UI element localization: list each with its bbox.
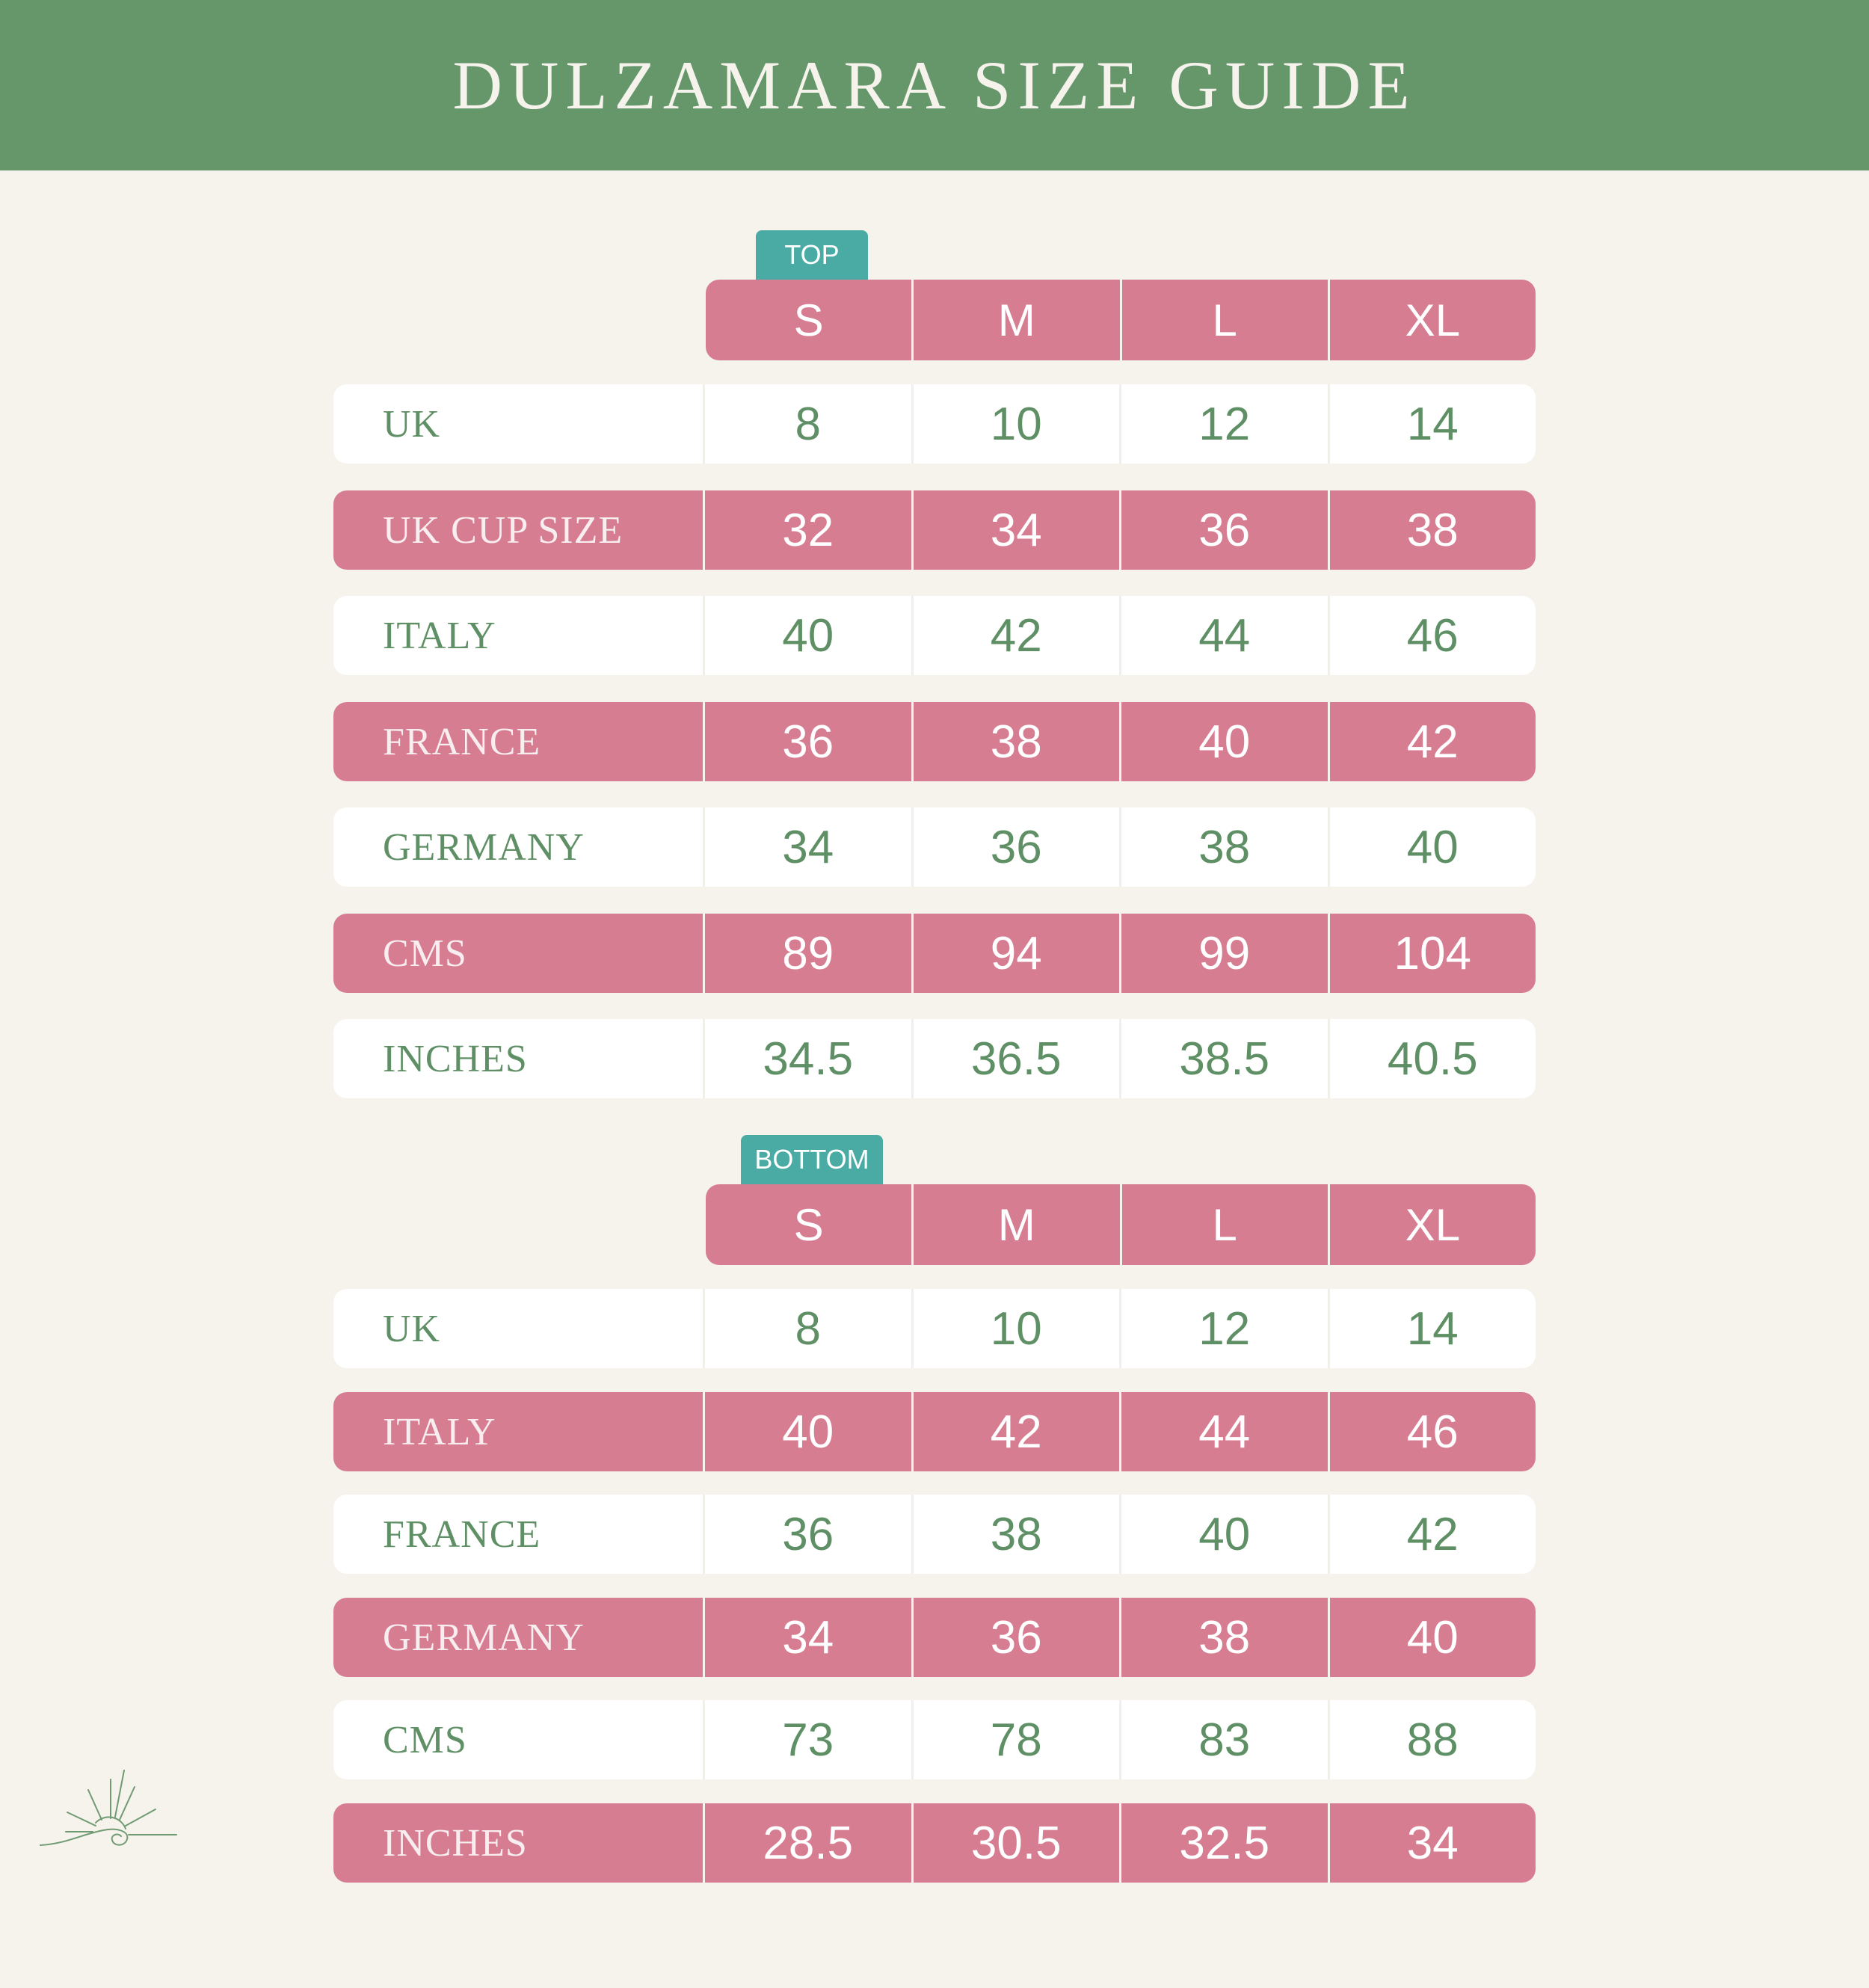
table-row: GERMANY 34 36 38 40: [333, 1598, 1536, 1677]
row-label: INCHES: [383, 1821, 528, 1865]
size-value-cell: 12: [1119, 384, 1328, 464]
row-label: UK: [383, 402, 441, 446]
size-value-cell: 34: [703, 807, 911, 887]
size-value-cell: 36: [703, 1495, 911, 1574]
size-value-cell: 14: [1327, 384, 1536, 464]
bottom-size-table: BOTTOM S M L XL UK 8 10 12 14 ITALY 40 42 44 46 FR…: [333, 1135, 1536, 1883]
size-value-cell: 99: [1119, 914, 1328, 993]
size-value-cell: 38: [1327, 490, 1536, 570]
size-value-cell: 89: [703, 914, 911, 993]
size-value-cell: 40: [1119, 1495, 1328, 1574]
size-value-cell: 34: [703, 1598, 911, 1677]
top-size-header: S M L XL: [706, 280, 1536, 360]
size-value-cell: 14: [1327, 1289, 1536, 1368]
size-value-cell: 34.5: [703, 1019, 911, 1098]
size-value-cell: 42: [1327, 1495, 1536, 1574]
size-value-cell: 34: [1327, 1803, 1536, 1883]
size-header-cell: XL: [1327, 1184, 1536, 1265]
size-value-cell: 32.5: [1119, 1803, 1328, 1883]
table-row: FRANCE 36 38 40 42: [333, 702, 1536, 781]
row-label: CMS: [383, 1718, 467, 1761]
row-label: FRANCE: [383, 1512, 541, 1556]
size-header-cell: XL: [1327, 280, 1536, 360]
size-value-cell: 38: [911, 1495, 1120, 1574]
table-row: CMS 89 94 99 104: [333, 914, 1536, 993]
size-value-cell: 83: [1119, 1700, 1328, 1779]
size-value-cell: 94: [911, 914, 1120, 993]
row-label: UK: [383, 1307, 441, 1350]
size-value-cell: 8: [703, 384, 911, 464]
size-value-cell: 78: [911, 1700, 1120, 1779]
size-value-cell: 40: [703, 596, 911, 675]
size-value-cell: 34: [911, 490, 1120, 570]
size-header-cell: M: [911, 280, 1119, 360]
size-header-cell: M: [911, 1184, 1119, 1265]
row-label: FRANCE: [383, 720, 541, 763]
size-value-cell: 38: [911, 702, 1120, 781]
size-value-cell: 8: [703, 1289, 911, 1368]
table-row: CMS 73 78 83 88: [333, 1700, 1536, 1779]
table-row: UK 8 10 12 14: [333, 384, 1536, 464]
size-value-cell: 42: [911, 1392, 1120, 1471]
row-label: UK CUP SIZE: [383, 508, 623, 552]
size-value-cell: 10: [911, 384, 1120, 464]
size-value-cell: 44: [1119, 596, 1328, 675]
size-value-cell: 46: [1327, 596, 1536, 675]
row-label: INCHES: [383, 1037, 528, 1080]
table-row: ITALY 40 42 44 46: [333, 596, 1536, 675]
size-value-cell: 104: [1327, 914, 1536, 993]
size-value-cell: 30.5: [911, 1803, 1120, 1883]
size-value-cell: 38: [1119, 807, 1328, 887]
table-row: INCHES 28.5 30.5 32.5 34: [333, 1803, 1536, 1883]
top-tag: TOP: [756, 230, 868, 280]
size-value-cell: 46: [1327, 1392, 1536, 1471]
row-label: ITALY: [383, 1410, 496, 1453]
size-value-cell: 36: [911, 1598, 1120, 1677]
title-banner: DULZAMARA SIZE GUIDE: [0, 0, 1869, 170]
size-value-cell: 12: [1119, 1289, 1328, 1368]
size-value-cell: 44: [1119, 1392, 1328, 1471]
size-value-cell: 36: [911, 807, 1120, 887]
row-label: GERMANY: [383, 1616, 585, 1659]
size-value-cell: 10: [911, 1289, 1120, 1368]
size-value-cell: 28.5: [703, 1803, 911, 1883]
size-header-cell: L: [1119, 1184, 1328, 1265]
size-header-cell: L: [1119, 280, 1328, 360]
size-value-cell: 36.5: [911, 1019, 1120, 1098]
size-value-cell: 40: [1327, 807, 1536, 887]
bottom-size-header: S M L XL: [706, 1184, 1536, 1265]
size-value-cell: 38.5: [1119, 1019, 1328, 1098]
row-label: GERMANY: [383, 825, 585, 869]
table-row: UK 8 10 12 14: [333, 1289, 1536, 1368]
size-value-cell: 42: [911, 596, 1120, 675]
row-label: CMS: [383, 932, 467, 975]
size-value-cell: 40.5: [1327, 1019, 1536, 1098]
size-value-cell: 40: [703, 1392, 911, 1471]
size-header-cell: S: [793, 1199, 824, 1250]
table-row: FRANCE 36 38 40 42: [333, 1495, 1536, 1574]
table-row: ITALY 40 42 44 46: [333, 1392, 1536, 1471]
row-label: ITALY: [383, 614, 496, 657]
size-value-cell: 40: [1119, 702, 1328, 781]
size-value-cell: 32: [703, 490, 911, 570]
size-value-cell: 73: [703, 1700, 911, 1779]
table-row: UK CUP SIZE 32 34 36 38: [333, 490, 1536, 570]
table-row: INCHES 34.5 36.5 38.5 40.5: [333, 1019, 1536, 1098]
size-value-cell: 40: [1327, 1598, 1536, 1677]
size-value-cell: 42: [1327, 702, 1536, 781]
table-row: GERMANY 34 36 38 40: [333, 807, 1536, 887]
top-size-table: TOP S M L XL UK 8 10 12 14 UK CUP SIZE 32 34 36 3…: [333, 230, 1536, 1098]
sun-wave-icon: [40, 1770, 177, 1846]
size-value-cell: 36: [1119, 490, 1328, 570]
page-title: DULZAMARA SIZE GUIDE: [452, 47, 1417, 123]
size-value-cell: 38: [1119, 1598, 1328, 1677]
bottom-tag: BOTTOM: [741, 1135, 883, 1184]
size-value-cell: 88: [1327, 1700, 1536, 1779]
size-header-cell: S: [793, 295, 824, 345]
size-value-cell: 36: [703, 702, 911, 781]
